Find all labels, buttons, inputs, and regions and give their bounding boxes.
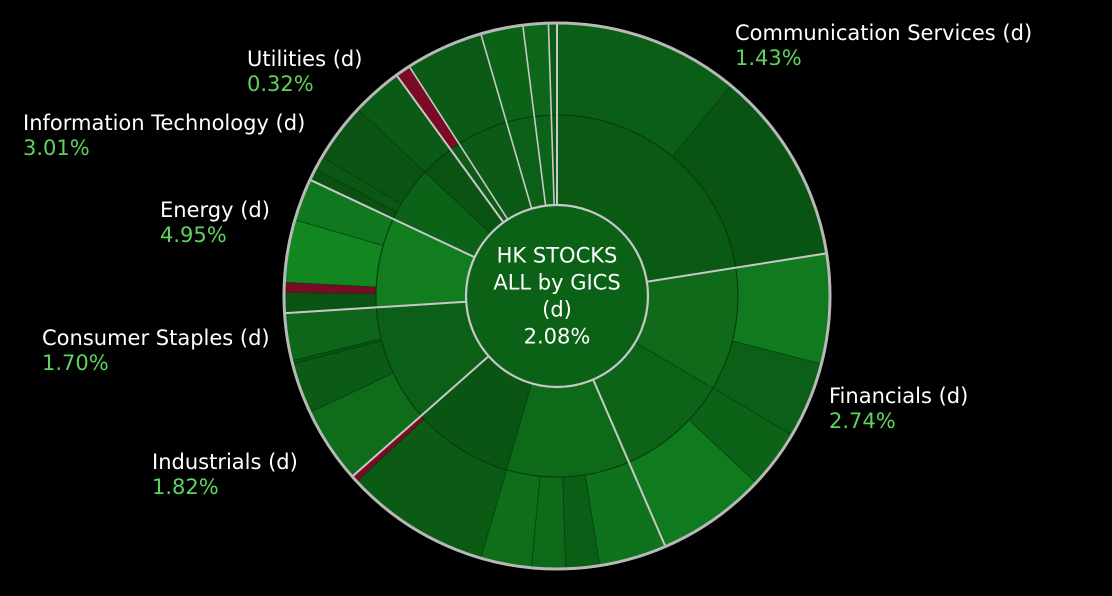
center-value: 2.08% <box>524 325 591 349</box>
sector-value-consumer-staples: 1.70% <box>42 351 109 375</box>
outer-ring <box>284 23 830 569</box>
utilities-divider-3 <box>522 26 547 206</box>
sector-value-financials: 2.74% <box>829 409 896 433</box>
sector-value-information-technology: 3.01% <box>23 136 90 160</box>
sector-label-information-technology: Information Technology (d) <box>23 111 305 135</box>
sector-boundary-7 <box>396 75 505 223</box>
sector-value-utilities: 0.32% <box>247 72 314 96</box>
center-disc[interactable] <box>464 203 650 389</box>
utilities-divider-1 <box>409 66 509 220</box>
sector-boundary-2 <box>646 252 826 283</box>
sector-label-industrials: Industrials (d) <box>152 450 298 474</box>
center-label: HK STOCKS ALL by GICS (d) 2.08% <box>493 244 620 349</box>
sector-label-financials: Financials (d) <box>829 384 968 408</box>
sector-boundary-3 <box>592 379 666 547</box>
sector-label-consumer-staples: Consumer Staples (d) <box>42 326 270 350</box>
sector-label-utilities: Utilities (d) <box>247 47 362 71</box>
sector-boundary-6 <box>310 179 476 259</box>
utilities-divider-4 <box>547 24 555 206</box>
utilities-divider-2 <box>480 34 533 209</box>
sector-value-industrials: 1.82% <box>152 475 219 499</box>
sector-label-energy: Energy (d) <box>160 198 270 222</box>
sector-boundary-4 <box>352 355 490 477</box>
sector-label-communication-services: Communication Services (d) <box>735 21 1032 45</box>
sector-value-energy: 4.95% <box>160 223 227 247</box>
sector-boundaries <box>285 24 826 547</box>
sector-labels: Communication Services (d)1.43% Financial… <box>23 21 1032 499</box>
center-title-line-2: ALL by GICS <box>493 271 620 295</box>
outer-border <box>282 21 832 571</box>
sector-value-communication-services: 1.43% <box>735 46 802 70</box>
center-title-line-1: HK STOCKS <box>497 244 618 268</box>
sector-boundary-5 <box>285 300 467 315</box>
center-title-line-3: (d) <box>542 298 572 322</box>
inner-ring <box>375 114 739 478</box>
